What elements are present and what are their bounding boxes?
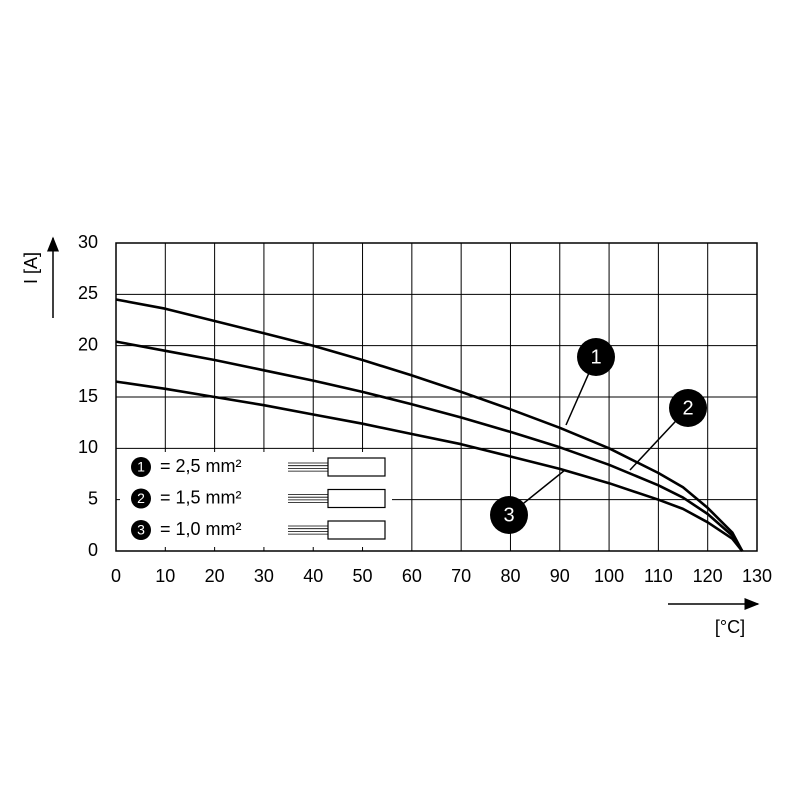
data-line (115, 340, 744, 552)
y-tick-label: 0 (88, 540, 98, 560)
x-tick-label: 120 (693, 566, 723, 586)
y-tick-label: 15 (78, 386, 98, 406)
x-tick-label: 130 (742, 566, 772, 586)
legend-marker-label: 3 (137, 522, 145, 538)
x-tick-label: 40 (303, 566, 323, 586)
legend-marker-label: 2 (137, 490, 145, 506)
x-axis-label: [°C] (715, 617, 745, 637)
x-tick-label: 50 (353, 566, 373, 586)
y-tick-label: 25 (78, 283, 98, 303)
legend-label: = 1,5 mm² (160, 487, 242, 507)
callout-label: 3 (503, 504, 514, 526)
y-tick-label: 5 (88, 488, 98, 508)
y-tick-label: 10 (78, 437, 98, 457)
wire-insulation (327, 488, 386, 509)
x-tick-label: 30 (254, 566, 274, 586)
y-axis-label: I [A] (21, 252, 41, 284)
legend-marker (131, 457, 151, 477)
x-tick-label: 70 (451, 566, 471, 586)
data-line (115, 298, 744, 552)
x-tick-label: 0 (111, 566, 121, 586)
legend-marker (131, 520, 151, 540)
grid (115, 242, 758, 552)
wire-insulation (327, 520, 386, 540)
callout-marker (577, 338, 615, 376)
legend-label: = 1,0 mm² (160, 519, 242, 539)
wire-insulation (327, 457, 386, 477)
callout-marker (490, 496, 528, 534)
legend-marker-label: 1 (137, 459, 145, 475)
callout-label: 1 (590, 346, 601, 368)
y-tick-label: 30 (78, 232, 98, 252)
callout-label: 2 (682, 397, 693, 419)
x-tick-label: 80 (500, 566, 520, 586)
data-line (115, 380, 744, 552)
x-tick-label: 100 (594, 566, 624, 586)
plot-frame (115, 242, 758, 552)
x-tick-label: 110 (644, 566, 673, 586)
x-tick-label: 90 (550, 566, 570, 586)
legend-label: = 2,5 mm² (160, 456, 242, 476)
legend-marker (131, 488, 151, 509)
x-tick-label: 60 (402, 566, 422, 586)
callout-marker (669, 389, 707, 427)
x-tick-label: 20 (205, 566, 225, 586)
x-tick-label: 10 (155, 566, 175, 586)
y-tick-label: 20 (78, 334, 98, 354)
